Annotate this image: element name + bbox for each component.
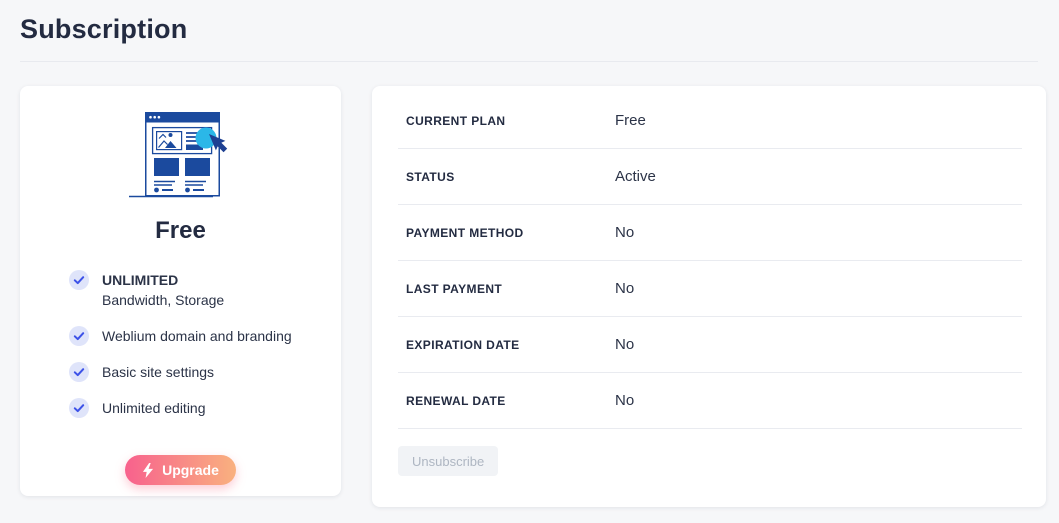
- detail-value: No: [615, 392, 635, 409]
- check-icon: [69, 270, 89, 290]
- lightning-icon: [143, 462, 154, 478]
- detail-row: PAYMENT METHOD No: [398, 205, 1022, 261]
- feature-title: Unlimited editing: [102, 400, 206, 416]
- detail-row: CURRENT PLAN Free: [398, 93, 1022, 149]
- detail-value: No: [615, 280, 635, 297]
- check-icon: [69, 398, 89, 418]
- detail-row: EXPIRATION DATE No: [398, 317, 1022, 373]
- upgrade-button[interactable]: Upgrade: [125, 455, 236, 485]
- detail-row: STATUS Active: [398, 149, 1022, 205]
- check-icon: [69, 326, 89, 346]
- detail-value: No: [615, 336, 635, 353]
- subscription-details-panel: CURRENT PLAN Free STATUS Active PAYMENT …: [372, 86, 1046, 507]
- feature-subtitle: Bandwidth, Storage: [102, 292, 225, 308]
- plan-feature-list: UNLIMITED Bandwidth, Storage Weblium dom…: [69, 270, 292, 434]
- page-title: Subscription: [20, 14, 188, 44]
- detail-label: LAST PAYMENT: [406, 281, 503, 296]
- plan-feature: Basic site settings: [69, 362, 292, 382]
- upgrade-button-label: Upgrade: [162, 462, 219, 478]
- feature-title: UNLIMITED: [102, 272, 179, 288]
- plan-name: Free: [155, 217, 206, 244]
- detail-value: No: [615, 224, 635, 241]
- header-divider: [20, 61, 1038, 62]
- unsubscribe-button[interactable]: Unsubscribe: [398, 446, 499, 476]
- detail-value: Active: [615, 168, 656, 185]
- detail-row: LAST PAYMENT No: [398, 261, 1022, 317]
- detail-row: RENEWAL DATE No: [398, 373, 1022, 429]
- plan-card: Free UNLIMITED Bandwidth, Storage: [20, 86, 341, 496]
- feature-text: Unlimited editing: [102, 398, 206, 418]
- feature-text: Basic site settings: [102, 362, 214, 382]
- feature-text: UNLIMITED Bandwidth, Storage: [102, 270, 224, 310]
- detail-value: Free: [615, 112, 646, 129]
- feature-title: Basic site settings: [102, 364, 215, 380]
- detail-label: EXPIRATION DATE: [406, 337, 520, 352]
- cursor-arrow-icon: [195, 127, 227, 153]
- detail-label: PAYMENT METHOD: [406, 225, 524, 240]
- detail-label: RENEWAL DATE: [406, 393, 506, 408]
- feature-title: Weblium domain and branding: [102, 328, 292, 344]
- check-icon: [69, 362, 89, 382]
- content-area: Free UNLIMITED Bandwidth, Storage: [0, 62, 1059, 507]
- plan-feature: UNLIMITED Bandwidth, Storage: [69, 270, 292, 310]
- detail-label: STATUS: [406, 169, 455, 184]
- feature-text: Weblium domain and branding: [102, 326, 292, 346]
- plan-feature: Unlimited editing: [69, 398, 292, 418]
- website-builder-illustration: [128, 112, 227, 198]
- detail-label: CURRENT PLAN: [406, 113, 506, 128]
- plan-feature: Weblium domain and branding: [69, 326, 292, 346]
